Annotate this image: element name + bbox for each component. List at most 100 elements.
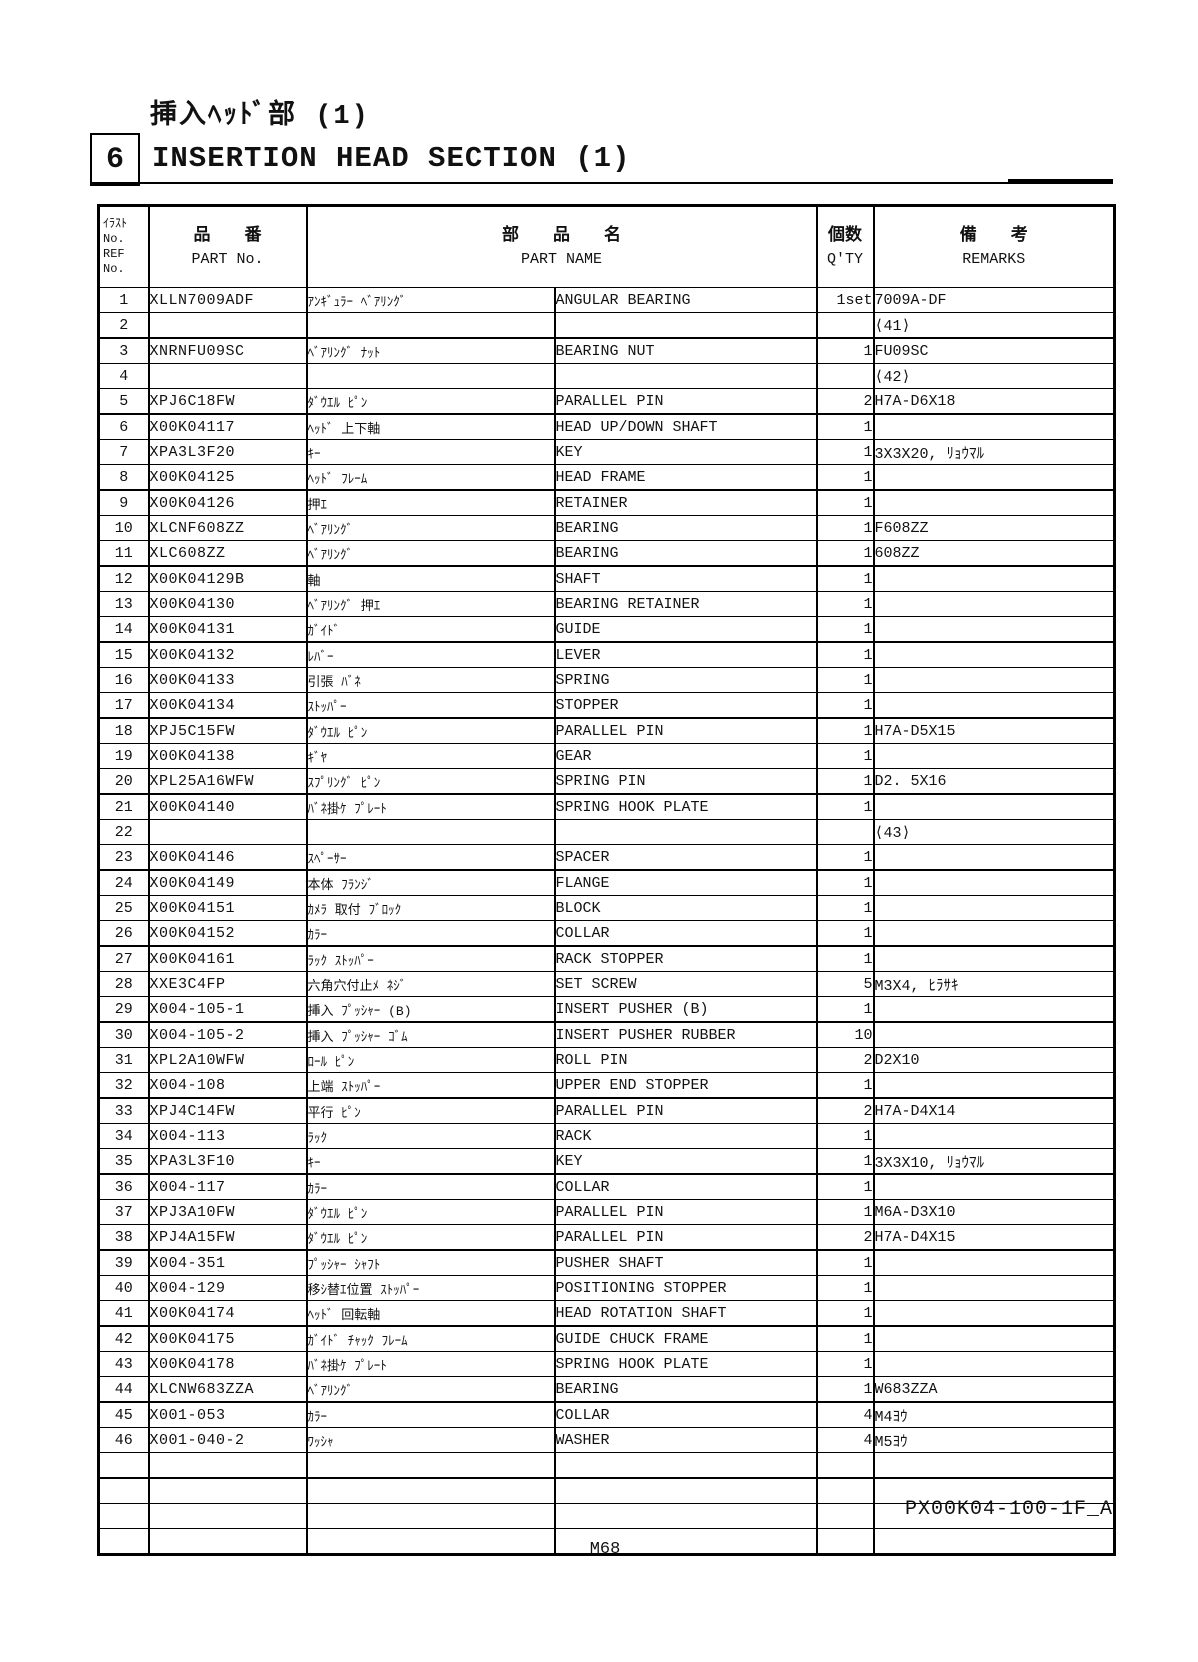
part-name-en-cell: UPPER END STOPPER (553, 1072, 818, 1099)
ref-no-cell: 5 (97, 388, 150, 415)
japanese-title: 挿入ﾍｯﾄﾞ部 (1) (150, 102, 370, 132)
remarks-cell: D2. 5X16 (872, 768, 1116, 795)
table-row: 5 XPJ6C18FW ﾀﾞｳｴﾙ ﾋﾟﾝ PARALLEL PIN 2 H7A… (97, 388, 1116, 415)
part-no-cell: X004-105-1 (147, 996, 308, 1023)
remarks-cell (872, 1477, 1116, 1504)
remarks-cell: M4ﾖｳ (872, 1401, 1116, 1428)
part-no-cell: X00K04152 (147, 920, 308, 947)
remarks-cell (872, 616, 1116, 643)
part-name-en-cell: BLOCK (553, 895, 818, 921)
table-row: 32 X004-108 上端 ｽﾄｯﾊﾟｰ UPPER END STOPPER … (97, 1072, 1116, 1099)
part-name-jp-cell: ﾍｯﾄﾞ 回転軸 (305, 1300, 556, 1327)
qty-cell: 4 (815, 1427, 875, 1453)
header-part-name-jp: 部 品 名 (502, 226, 621, 246)
part-no-cell (147, 363, 308, 389)
qty-cell: 10 (815, 1021, 875, 1048)
ref-no-cell: 38 (97, 1224, 150, 1251)
qty-cell: 1 (815, 1123, 875, 1149)
remarks-cell (872, 413, 1116, 440)
part-name-en-cell: PARALLEL PIN (553, 388, 818, 415)
part-name-en-cell: HEAD FRAME (553, 464, 818, 491)
part-name-jp-cell: ｱﾝｷﾞｭﾗｰ ﾍﾞｱﾘﾝｸﾞ (305, 287, 556, 313)
ref-no-cell: 31 (97, 1047, 150, 1073)
ref-no-cell: 35 (97, 1148, 150, 1175)
qty-cell: 1 (815, 895, 875, 921)
part-name-en-cell: KEY (553, 439, 818, 465)
part-name-jp-cell: ﾀﾞｳｴﾙ ﾋﾟﾝ (305, 1224, 556, 1251)
ref-no-cell: 45 (97, 1401, 150, 1428)
part-name-en-cell: SPRING HOOK PLATE (553, 1351, 818, 1377)
part-no-cell (147, 1528, 308, 1556)
part-name-jp-cell: 軸 (305, 565, 556, 592)
qty-cell: 1 (815, 1249, 875, 1276)
table-row: 8 X00K04125 ﾍｯﾄﾞ ﾌﾚｰﾑ HEAD FRAME 1 (97, 464, 1116, 491)
part-name-jp-cell (305, 1477, 556, 1504)
part-name-en-cell: PARALLEL PIN (553, 1097, 818, 1124)
header-part-no: 品 番 PART No. (147, 205, 308, 288)
part-no-cell: X00K04140 (147, 793, 308, 820)
table-row: 9 X00K04126 押ｴ RETAINER 1 (97, 489, 1116, 516)
part-name-jp-cell: ﾍｯﾄﾞ 上下軸 (305, 413, 556, 440)
page-title: INSERTION HEAD SECTION (1) (152, 142, 631, 175)
part-name-en-cell: FLANGE (553, 869, 818, 896)
part-name-en-cell: HEAD ROTATION SHAFT (553, 1300, 818, 1327)
part-name-jp-cell: ﾀﾞｳｴﾙ ﾋﾟﾝ (305, 388, 556, 415)
part-no-cell: X00K04178 (147, 1351, 308, 1377)
qty-cell: 1 (815, 641, 875, 668)
part-no-cell: X00K04129B (147, 565, 308, 592)
table-row: 13 X00K04130 ﾍﾞｱﾘﾝｸﾞ 押ｴ BEARING RETAINER… (97, 591, 1116, 617)
header-ref-line4: No. (103, 262, 125, 276)
qty-cell: 1 (815, 489, 875, 516)
part-name-en-cell: PUSHER SHAFT (553, 1249, 818, 1276)
qty-cell: 2 (815, 1224, 875, 1251)
remarks-cell (872, 1173, 1116, 1200)
part-name-en-cell: BEARING (553, 540, 818, 567)
part-name-en-cell: PARALLEL PIN (553, 1224, 818, 1251)
table-row: 6 X00K04117 ﾍｯﾄﾞ 上下軸 HEAD UP/DOWN SHAFT … (97, 413, 1116, 440)
part-name-jp-cell: 平行 ﾋﾟﾝ (305, 1097, 556, 1124)
table-row: 10 XLCNF608ZZ ﾍﾞｱﾘﾝｸﾞ BEARING 1 F608ZZ (97, 515, 1116, 541)
part-name-jp-cell: ﾌﾟｯｼｬｰ ｼｬﾌﾄ (305, 1249, 556, 1276)
ref-no-cell: 37 (97, 1199, 150, 1225)
qty-cell (815, 363, 875, 389)
remarks-cell (872, 1325, 1116, 1352)
header-remarks: 備 考 REMARKS (872, 205, 1116, 288)
part-name-jp-cell (305, 312, 556, 339)
ref-no-cell: 43 (97, 1351, 150, 1377)
table-row: 45 X001-053 ｶﾗｰ COLLAR 4 M4ﾖｳ (97, 1401, 1116, 1428)
remarks-cell (872, 1123, 1116, 1149)
qty-cell: 1 (815, 1199, 875, 1225)
remarks-cell: FU09SC (872, 337, 1116, 364)
part-no-cell (147, 819, 308, 845)
ref-no-cell: 33 (97, 1097, 150, 1124)
part-no-cell: X00K04126 (147, 489, 308, 516)
qty-cell: 1 (815, 768, 875, 795)
remarks-cell: M6A-D3X10 (872, 1199, 1116, 1225)
part-no-cell: XPJ5C15FW (147, 717, 308, 744)
header-remarks-jp: 備 考 (959, 226, 1028, 246)
table-row: 46 X001-040-2 ﾜｯｼｬ WASHER 4 M5ﾖｳ (97, 1427, 1116, 1453)
part-name-jp-cell: 移ｼ替ｴ位置 ｽﾄｯﾊﾟｰ (305, 1275, 556, 1301)
remarks-cell: 3X3X20, ﾘｮｳﾏﾙ (872, 439, 1116, 465)
table-row: 42 X00K04175 ｶﾞｲﾄﾞ ﾁｬｯｸ ﾌﾚｰﾑ GUIDE CHUCK… (97, 1325, 1116, 1352)
part-no-cell (147, 312, 308, 339)
ref-no-cell: 8 (97, 464, 150, 491)
remarks-cell: 608ZZ (872, 540, 1116, 567)
qty-cell: 1 (815, 1300, 875, 1327)
remarks-cell (872, 895, 1116, 921)
header-part-name-en: PART NAME (520, 251, 602, 269)
part-no-cell: XPL25A16WFW (147, 768, 308, 795)
qty-cell: 1 (815, 945, 875, 972)
part-name-jp-cell: ﾜｯｼｬ (305, 1427, 556, 1453)
table-row: 22 ⟨43⟩ (97, 819, 1116, 845)
qty-cell (815, 819, 875, 845)
part-name-jp-cell: 押ｴ (305, 489, 556, 516)
document-code: PX00K04-100-1F_A (904, 1498, 1113, 1521)
table-row: 7 XPA3L3F20 ｷｰ KEY 1 3X3X20, ﾘｮｳﾏﾙ (97, 439, 1116, 465)
remarks-cell: H7A-D5X15 (872, 717, 1116, 744)
part-name-en-cell: HEAD UP/DOWN SHAFT (553, 413, 818, 440)
part-name-jp-cell (305, 363, 556, 389)
remarks-cell (872, 1072, 1116, 1099)
remarks-cell (872, 1300, 1116, 1327)
qty-cell: 2 (815, 1097, 875, 1124)
